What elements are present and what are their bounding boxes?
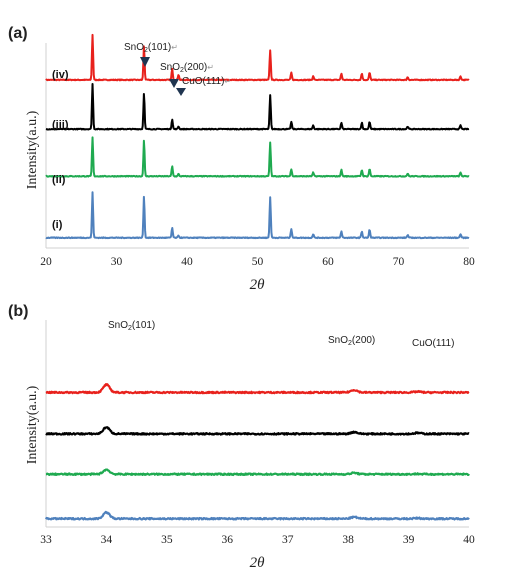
series-line-b-i [45,510,470,521]
series-line-a-i [45,191,470,240]
panel-b-x-axis-title: 2θ [250,555,266,571]
x-tick-label-b-33: 33 [40,534,52,546]
x-tick-label-a-20: 20 [40,256,52,268]
x-tick-label-a-40: 40 [181,256,193,268]
panel-b-y-axis-title: Intensity(a.u.) [25,385,40,464]
panel-a: (a) Intensity(a.u.) 2θ 20 30 40 50 60 70 80 (i… [8,25,475,293]
marker-triangle-sno2-101 [140,57,150,67]
annotation-a-sno2-101: SnO2(101)↵ [124,42,178,54]
series-label-ii: (ii) [52,174,66,186]
panel-b: (b) Intensity(a.u.) 2θ 33 34 35 36 37 38 39 40 … [8,303,475,571]
x-tick-label-b-39: 39 [403,534,415,546]
series-line-a-iii [45,82,470,131]
annotation-b-sno2-101: SnO2(101) [108,320,155,332]
series-line-b-iv [45,383,470,395]
annotation-a-cuo-111: CuO(111)↵ [182,76,231,87]
series-line-a-iv [45,33,470,82]
panel-a-series [45,33,470,240]
series-label-iii: (iii) [52,119,69,131]
x-tick-label-a-80: 80 [463,256,475,268]
x-tick-label-b-35: 35 [161,534,173,546]
panel-b-label: (b) [8,303,28,320]
x-tick-label-a-50: 50 [252,256,264,268]
x-tick-label-b-37: 37 [282,534,294,546]
series-label-i: (i) [52,219,63,231]
x-tick-label-a-30: 30 [111,256,123,268]
marker-triangle-sno2-200 [169,79,179,88]
series-line-b-iii [45,426,470,436]
panel-a-label: (a) [8,25,28,42]
series-line-b-ii [45,468,470,477]
annotation-b-sno2-200: SnO2(200) [328,335,375,347]
x-tick-label-b-34: 34 [101,534,113,546]
annotation-a-sno2-200: SnO2(200)↵ [160,62,214,74]
x-tick-label-b-40: 40 [463,534,475,546]
x-tick-label-b-38: 38 [342,534,354,546]
x-tick-label-a-70: 70 [393,256,405,268]
panel-b-x-tick-labels: 33 34 35 36 37 38 39 40 [40,534,475,546]
x-tick-label-b-36: 36 [222,534,234,546]
x-tick-label-a-60: 60 [322,256,334,268]
series-label-iv: (iv) [52,69,69,81]
panel-a-x-axis-title: 2θ [250,277,266,293]
panel-b-series [45,383,470,521]
panel-a-y-axis-title: Intensity(a.u.) [25,110,40,189]
panel-a-x-tick-labels: 20 30 40 50 60 70 80 [40,256,475,268]
series-line-a-ii [45,136,470,178]
marker-triangle-cuo-111 [176,88,186,96]
annotation-b-cuo-111: CuO(111) [412,338,454,349]
